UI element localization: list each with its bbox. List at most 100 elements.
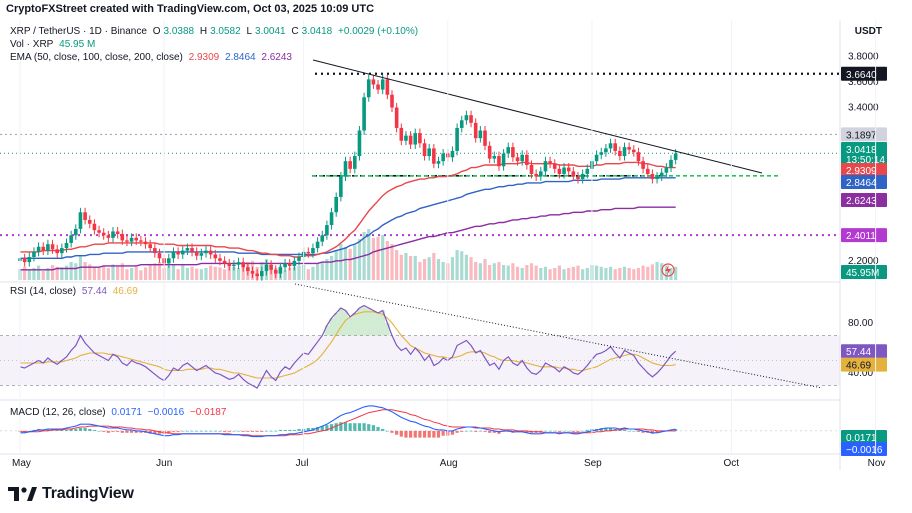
candle-body <box>543 161 548 172</box>
candle-body <box>627 147 631 150</box>
volume-bar <box>432 253 436 280</box>
candle-body <box>390 94 394 108</box>
candle-body <box>552 163 557 169</box>
volume-bar <box>376 236 380 280</box>
candle-body <box>571 171 576 177</box>
macd-legend[interactable]: MACD (12, 26, close) 0.0171 −0.0016 −0.0… <box>10 407 229 418</box>
macd-histogram-bar <box>288 429 292 431</box>
candle-body <box>125 240 129 242</box>
macd-histogram-bar <box>185 430 189 432</box>
candle-body <box>297 257 301 261</box>
time-axis-label-nov: Nov <box>868 458 886 469</box>
candle-body <box>278 267 283 274</box>
macd-histogram-bar <box>557 430 561 432</box>
macd-histogram-bar <box>74 428 78 431</box>
candle-body <box>134 237 139 241</box>
candle-body <box>669 159 673 168</box>
volume-bar <box>120 263 124 280</box>
volume-bar <box>492 263 496 280</box>
volume-bar <box>655 262 659 280</box>
candle-body <box>92 223 97 231</box>
candle-body <box>520 154 524 162</box>
volume-bar <box>669 268 673 280</box>
candle-body <box>357 130 362 157</box>
macd-histogram-bar <box>422 430 427 438</box>
candle-body <box>167 258 171 264</box>
macd-histogram-bar <box>455 430 459 433</box>
macd-line <box>20 405 676 438</box>
candle-body <box>143 241 148 245</box>
macd-histogram-bar <box>432 430 436 438</box>
candle-body <box>622 147 627 157</box>
candle-body <box>129 237 134 242</box>
macd-histogram-bar <box>641 430 645 433</box>
macd-histogram-bar <box>157 430 162 434</box>
volume-bar <box>204 268 208 280</box>
volume-bar <box>520 268 524 280</box>
ema100-value: 2.8464 <box>225 52 256 63</box>
candle-body <box>111 231 115 238</box>
macd-pane <box>0 405 840 438</box>
ema200-line <box>20 206 676 271</box>
macd-histogram-bar <box>632 430 636 432</box>
volume-bar <box>632 269 636 280</box>
candle-body <box>566 167 571 172</box>
candle-body <box>227 263 232 266</box>
volume-bar <box>32 268 36 280</box>
macd-histogram-bar <box>483 430 487 432</box>
candle-body <box>78 212 83 229</box>
candle-body <box>194 251 199 256</box>
candle-body <box>41 246 46 251</box>
ema50-line <box>20 161 676 258</box>
candle-body <box>101 232 106 236</box>
volume-bar <box>534 265 538 280</box>
macd-histogram-bar <box>255 430 259 432</box>
candle-body <box>306 251 311 254</box>
volume-bar <box>390 244 394 280</box>
volume-bar <box>37 265 41 280</box>
macd-histogram-bar <box>460 430 464 432</box>
volume-bar <box>650 264 654 280</box>
volume-bar <box>483 259 487 280</box>
macd-histogram-bar <box>418 430 422 438</box>
candle-body <box>153 248 157 254</box>
candle-body <box>599 152 604 155</box>
candle-body <box>273 269 278 274</box>
macd-histogram-bar <box>27 430 31 432</box>
candle-body <box>413 133 418 145</box>
volume-bar <box>157 262 162 280</box>
volume-bar <box>469 257 473 280</box>
rsi-tick-label: 40.00 <box>848 368 873 379</box>
volume-bar <box>455 250 459 280</box>
volume-bar <box>409 256 413 280</box>
volume-bar <box>371 238 375 280</box>
candle-body <box>250 271 255 274</box>
rsi-legend[interactable]: RSI (14, close) 57.44 46.69 <box>10 286 141 297</box>
ema-legend[interactable]: EMA (50, close, 100, close, 200, close) … <box>10 52 295 63</box>
candle-body <box>46 244 50 251</box>
volume-bar <box>427 257 431 280</box>
candle-body <box>608 143 613 149</box>
time-axis-label-aug: Aug <box>440 458 458 469</box>
volume-bar <box>525 265 529 280</box>
candle-body <box>371 79 376 85</box>
macd-histogram-bar <box>227 430 231 432</box>
rsi-pane <box>0 283 840 389</box>
macd-histogram-bar <box>553 430 557 432</box>
macd-histogram-bar <box>46 428 50 431</box>
volume-bar <box>181 265 185 280</box>
candle-body <box>534 173 538 177</box>
macd-histogram-bar <box>134 430 138 433</box>
volume-legend[interactable]: Vol · XRP 45.95 M <box>10 39 98 50</box>
alert-icon <box>661 263 675 277</box>
candle-body <box>478 130 483 139</box>
currency-label[interactable]: USDT <box>854 26 882 37</box>
candle-body <box>64 242 69 249</box>
time-axis-label-jul: Jul <box>296 458 309 469</box>
ema100-line <box>20 177 676 259</box>
candle-body <box>246 267 250 272</box>
macd-histogram-bar <box>241 430 245 432</box>
candle-body <box>515 157 520 162</box>
macd-signal-value: −0.0016 <box>147 407 185 418</box>
